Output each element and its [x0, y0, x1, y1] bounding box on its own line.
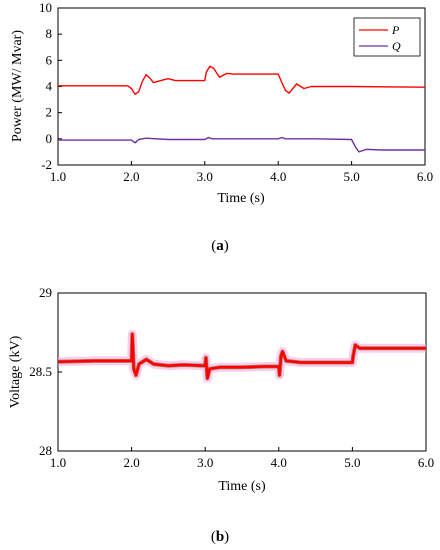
- panel-b-x-tick-label: 5.0: [344, 455, 360, 470]
- panel-a-y-ticks: -2 0 2 4 6 8 10: [39, 0, 62, 172]
- panel-b-x-tick-label: 3.0: [197, 455, 213, 470]
- panel-a-y-tick-label: 8: [46, 26, 53, 41]
- panel-a-y-tick-label: 6: [46, 52, 53, 67]
- panel-b-series: [57, 329, 426, 383]
- panel-a-caption: (a): [211, 238, 229, 254]
- panel-b-chart: 1.0 2.0 3.0 4.0 5.0 6.0 28 28.5 29 Time (s) Vol…: [8, 285, 434, 545]
- legend-q-label: Q: [392, 39, 401, 53]
- panel-a-x-axis-title: Time (s): [217, 191, 265, 206]
- panel-a-y-tick-label: -2: [41, 157, 52, 172]
- panel-a-y-tick-label: 2: [46, 105, 53, 120]
- panel-b-x-tick-label: 4.0: [271, 455, 287, 470]
- legend-p-label: P: [391, 23, 400, 37]
- panel-a-series-p-line: [58, 65, 426, 96]
- panel-b-series-1-line: [57, 332, 426, 380]
- panel-a-series-q-line: [58, 136, 425, 153]
- panel-a-legend-box: [353, 17, 421, 57]
- panel-b-caption: (b): [211, 529, 229, 545]
- panel-b-x-ticks: 1.0 2.0 3.0 4.0 5.0 6.0: [50, 447, 434, 470]
- panel-a-x-ticks: 1.0 2.0 3.0 4.0 5.0 6.0: [50, 161, 433, 184]
- panel-a-y-tick-label: 10: [39, 0, 52, 15]
- panel-a-chart: 1.0 2.0 3.0 4.0 5.0 6.0 -2 0 2 4 6 8 10 Time (s) Po…: [10, 0, 433, 254]
- panel-b-x-tick-label: 1.0: [50, 455, 66, 470]
- panel-a-x-tick-label: 4.0: [270, 169, 286, 184]
- panel-b-y-tick-label: 29: [39, 285, 52, 300]
- panel-b-x-axis-title: Time (s): [218, 479, 266, 494]
- panel-a-y-axis-title: Power (MW/ Mvar): [10, 30, 25, 142]
- panel-b-y-ticks: 28 28.5 29: [29, 285, 62, 458]
- panel-b-x-tick-label: 6.0: [418, 455, 434, 470]
- panel-a-legend: P Q: [353, 17, 421, 57]
- panel-a-x-tick-label: 3.0: [197, 169, 213, 184]
- panel-a-x-tick-label: 5.0: [343, 169, 359, 184]
- panel-b-y-axis-title: Voltage (kV): [8, 335, 23, 408]
- panel-a-y-tick-label: 4: [46, 79, 53, 94]
- panel-b-y-tick-label: 28: [39, 443, 52, 458]
- panel-b-series-1-band: [57, 329, 426, 383]
- panel-a-y-tick-label: 0: [46, 131, 53, 146]
- panel-a-x-tick-label: 6.0: [417, 169, 433, 184]
- panel-a-series: [58, 65, 426, 153]
- panel-a-x-tick-label: 2.0: [123, 169, 139, 184]
- panel-a-x-tick-label: 1.0: [50, 169, 66, 184]
- panel-b-x-tick-label: 2.0: [123, 455, 139, 470]
- panel-b-y-tick-label: 28.5: [29, 364, 52, 379]
- panel-b-plot-frame: [57, 292, 427, 452]
